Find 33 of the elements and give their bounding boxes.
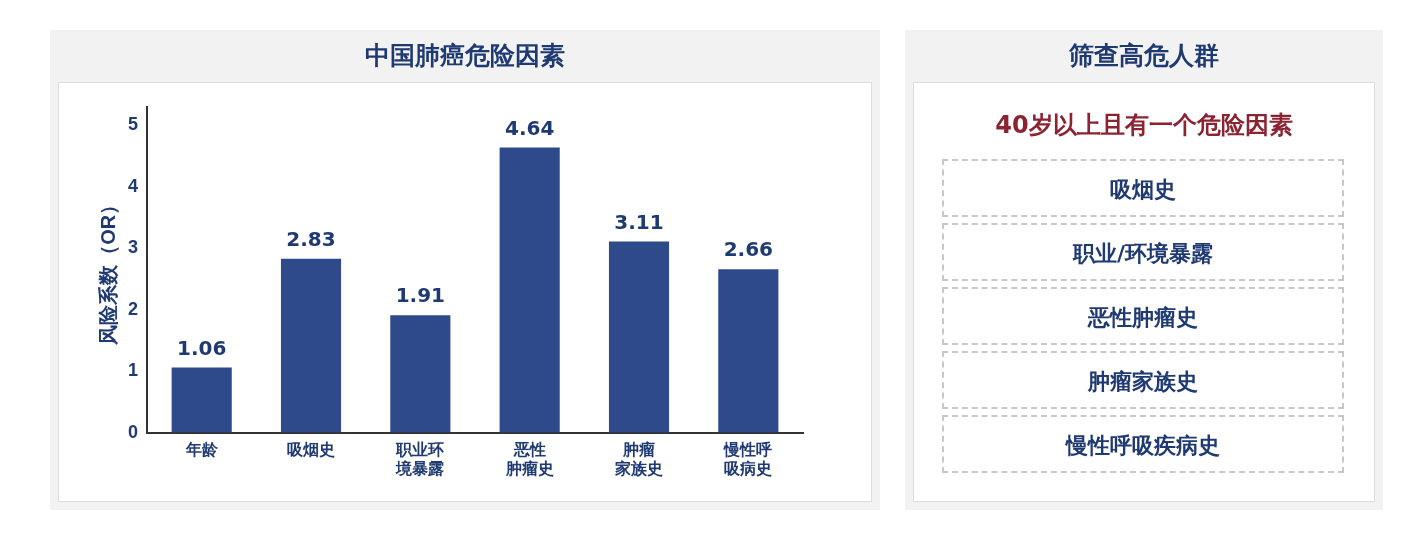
y-tick-label: 2 [128,298,139,319]
data-label: 3.11 [614,209,664,234]
x-tick-label: 慢性呼吸病史 [723,440,773,477]
bar [718,269,779,433]
bar [499,147,560,433]
text: 肿瘤家族史 [942,351,1344,409]
bar [390,315,451,433]
y-tick-label: 5 [128,114,139,135]
y-axis-title: 风险系数（OR） [96,194,119,346]
y-tick-label: 0 [128,421,139,442]
text: 恶性肿瘤史 [942,287,1344,345]
bar [608,241,670,433]
data-label: 1.06 [177,335,227,360]
x-tick-label: 恶性肿瘤史 [504,440,554,477]
y-tick-label: 1 [128,360,139,381]
data-label: 2.83 [286,226,336,251]
y-tick-label: 3 [128,237,139,258]
text: 筛查高危人群 [1068,40,1220,72]
data-label: 4.64 [504,115,555,140]
text: 职业/环境暴露 [942,223,1344,281]
bar [280,258,342,433]
x-tick-label: 职业环境暴露 [395,440,445,477]
data-label: 1.91 [395,283,446,308]
text: 40岁以上且有一个危险因素 [994,110,1294,141]
bar [171,367,232,433]
x-tick-label: 年龄 [184,440,219,458]
x-tick-label: 肿瘤家族史 [614,440,663,477]
text: 吸烟史 [942,159,1344,217]
x-tick-label: 吸烟史 [287,440,336,458]
text: 慢性呼吸疾病史 [942,415,1344,473]
chart-title: 中国肺癌危险因素 [364,40,566,72]
data-label: 2.66 [723,237,774,262]
y-tick-label: 4 [128,175,139,196]
